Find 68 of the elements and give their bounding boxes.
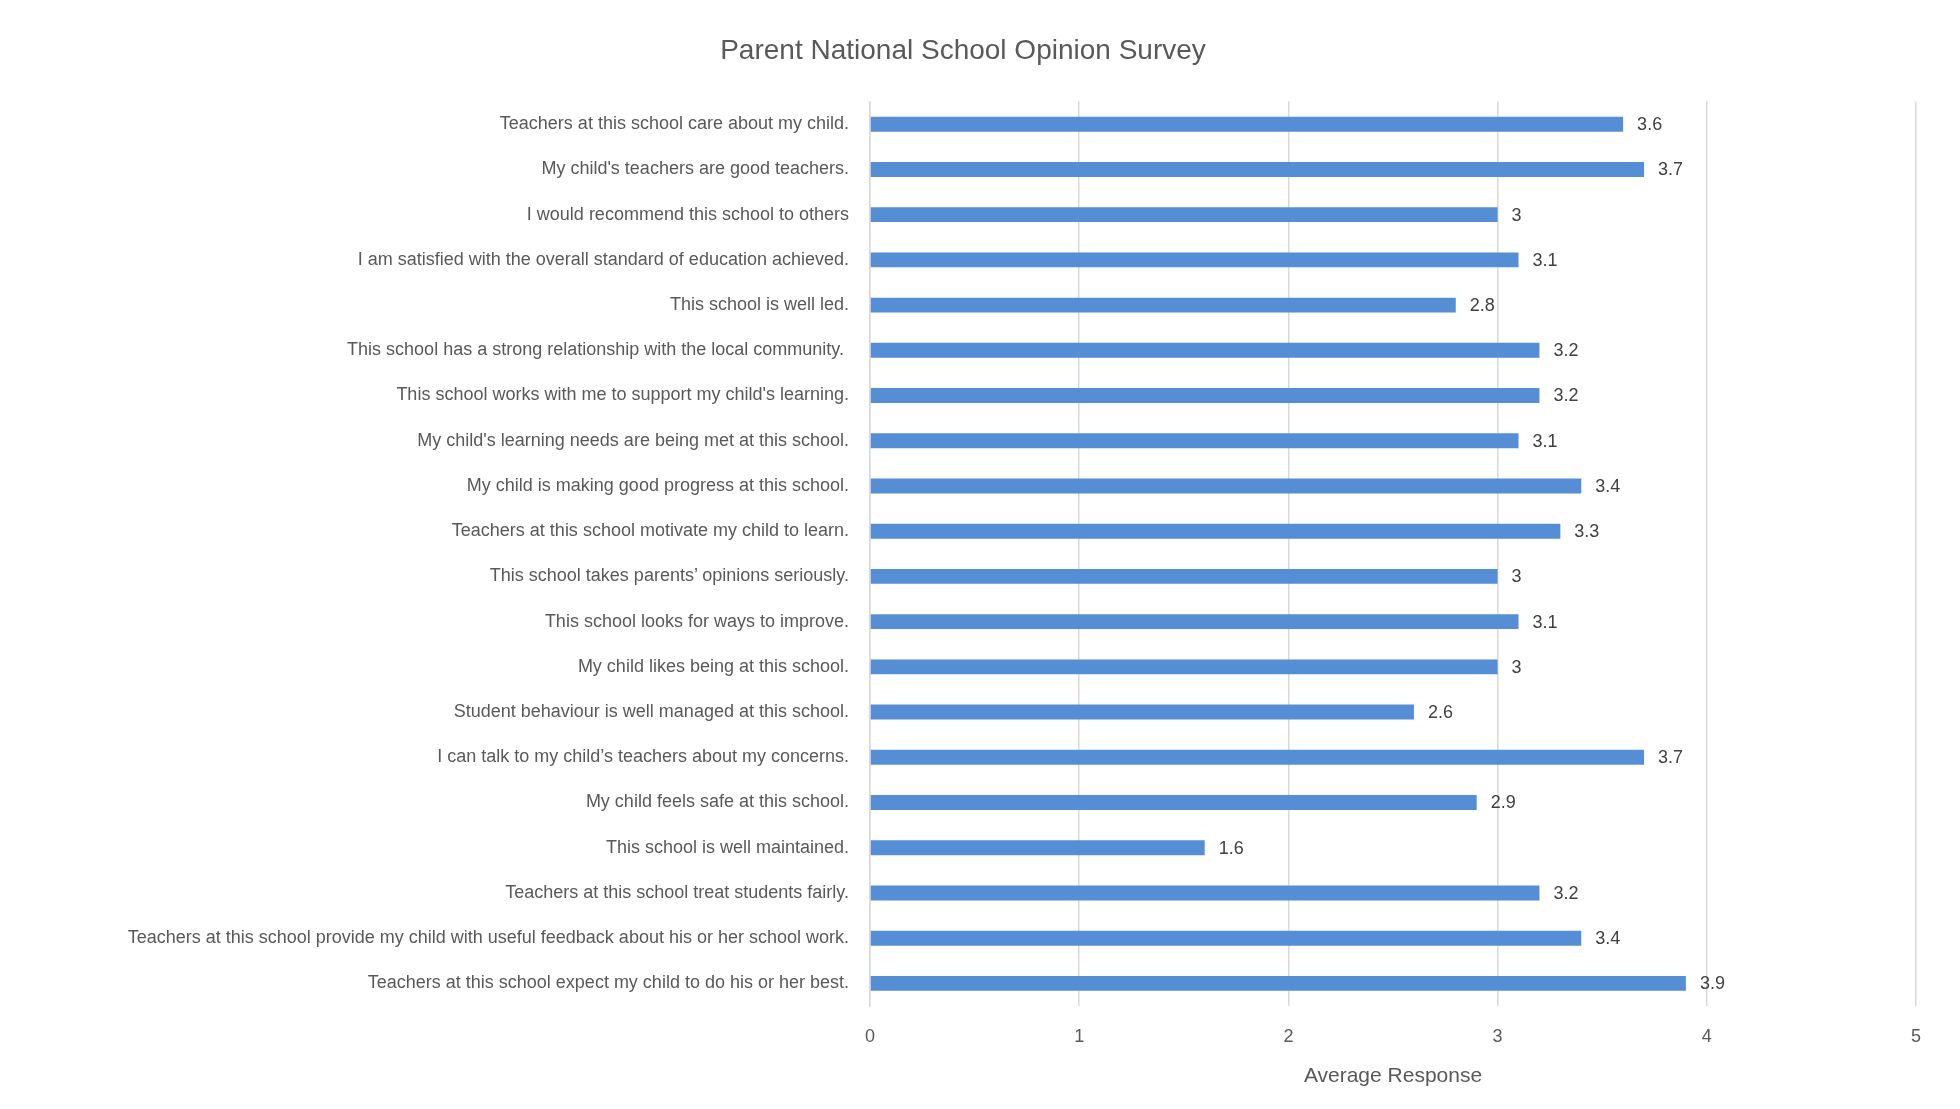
x-axis-title: Average Response [1303,1063,1483,1087]
x-tick-label: 5 [1910,1025,1922,1046]
data-label: 3.6 [1637,114,1663,135]
bar [870,297,1456,313]
data-label: 2.6 [1427,702,1453,723]
x-tick-label: 4 [1701,1025,1712,1046]
x-tick-label: 1 [1074,1025,1085,1046]
data-label: 3.4 [1595,475,1621,496]
y-tick-label: Student behaviour is well managed at this school. [453,701,849,722]
y-tick-label: Teachers at this school treat students fairly. [505,881,849,902]
y-tick-label: My child's teachers are good teachers. [541,158,849,179]
y-tick-label: Teachers at this school care about my child. [499,113,849,134]
y-tick-label: This school is well led. [669,294,849,315]
x-tick-label: 0 [864,1025,876,1046]
y-tick-label: This school works with me to support my child's learning. [396,384,849,405]
y-tick-label: Teachers at this school motivate my child to learn. [451,520,849,541]
bar [870,342,1540,358]
data-label: 3.2 [1553,385,1579,406]
bar [870,161,1645,177]
bar [870,795,1477,810]
data-label: 3.1 [1532,430,1558,451]
data-label: 3.7 [1658,159,1684,180]
y-tick-label: My child is making good progress at this school. [466,474,849,495]
data-label: 3.2 [1553,340,1579,361]
bar [870,116,1624,132]
data-label: 3.1 [1532,249,1558,270]
chart-title: Parent National School Opinion Survey [720,33,1206,65]
bar [870,252,1519,268]
y-tick-label: I can talk to my child’s teachers about my concerns. [437,746,849,767]
data-label: 2.9 [1490,792,1516,813]
bar [870,930,1582,946]
y-tick-label: Teachers at this school expect my child to do his or her best. [367,972,849,993]
data-label: 3.4 [1595,928,1621,949]
data-label: 3.2 [1553,882,1579,903]
data-label: 3 [1511,656,1522,677]
bar [870,523,1561,539]
y-tick-label: This school is well maintained. [605,836,849,857]
bar [870,478,1582,494]
bar [870,207,1498,223]
bar [870,885,1540,901]
bar [870,433,1519,449]
bar [870,749,1645,765]
bar [870,840,1205,856]
y-tick-label: I would recommend this school to others [526,203,849,224]
bar [870,614,1519,630]
data-label: 2.8 [1469,295,1495,316]
data-label: 3.7 [1658,747,1684,768]
y-tick-label: I am satisfied with the overall standard of education achieved. [357,248,849,269]
y-tick-label: My child likes being at this school. [577,655,849,676]
bar [870,568,1498,584]
bar [870,975,1686,991]
x-tick-label: 3 [1492,1025,1503,1046]
data-label: 1.6 [1218,837,1244,858]
data-label: 3.3 [1574,521,1600,542]
bar [870,659,1498,675]
data-label: 3 [1511,204,1522,225]
y-tick-label: My child feels safe at this school. [585,791,849,812]
y-tick-label: This school takes parents’ opinions seriously. [489,565,849,586]
y-tick-label: This school looks for ways to improve. [544,610,849,631]
data-label: 3.9 [1699,973,1725,994]
y-tick-label: My child's learning needs are being met at this school. [417,429,849,450]
bar [870,388,1540,403]
y-tick-label: Teachers at this school provide my child with useful feedback about his or her school work. [127,927,849,948]
x-tick-label: 2 [1283,1025,1294,1046]
data-label: 3 [1511,566,1522,587]
bar [870,704,1414,720]
data-label: 3.1 [1532,611,1558,632]
y-tick-label: This school has a strong relationship with the local community. [347,339,849,360]
